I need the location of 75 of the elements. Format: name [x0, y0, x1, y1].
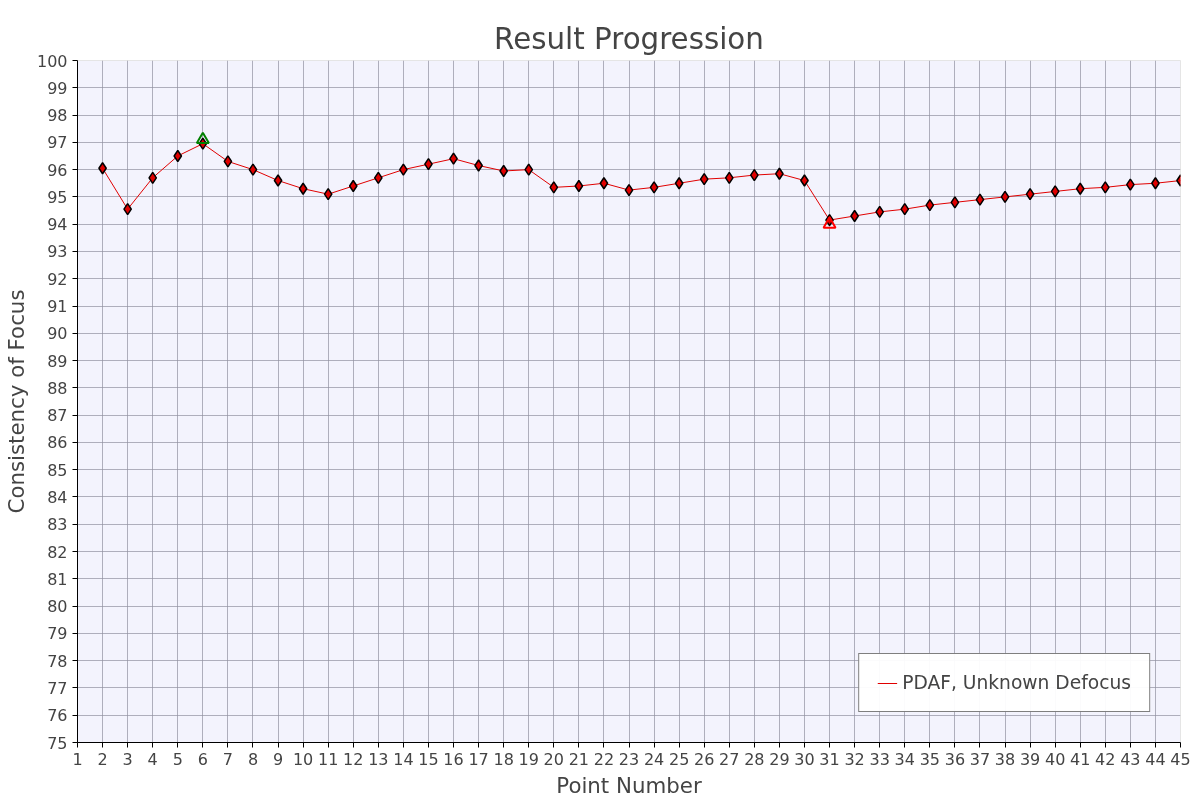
y-tick-label: 81 — [47, 569, 68, 589]
x-tick-label: 20 — [543, 749, 564, 769]
y-tick-label: 78 — [47, 651, 68, 671]
x-tick-label: 6 — [197, 749, 208, 769]
legend-label: PDAF, Unknown Defocus — [902, 672, 1131, 693]
x-tick-label: 29 — [769, 749, 790, 769]
x-tick-label: 30 — [794, 749, 815, 769]
x-tick-label: 18 — [493, 749, 514, 769]
x-tick-label: 10 — [292, 749, 314, 769]
x-tick-label: 17 — [468, 749, 489, 769]
x-tick-label: 24 — [643, 749, 665, 769]
x-tick-label: 31 — [819, 749, 840, 769]
y-tick-label: 85 — [47, 460, 68, 480]
x-tick-label: 26 — [694, 749, 715, 769]
x-tick-label: 16 — [443, 749, 464, 769]
x-tick-label: 12 — [343, 749, 364, 769]
chart-title: Result Progression — [494, 21, 764, 56]
x-tick-label: 19 — [518, 749, 539, 769]
x-tick-label: 5 — [172, 749, 183, 769]
x-tick-label: 15 — [418, 749, 439, 769]
y-tick-label: 98 — [47, 106, 68, 126]
x-tick-label: 40 — [1044, 749, 1066, 769]
y-tick-label: 92 — [47, 269, 68, 289]
x-tick-label: 9 — [272, 749, 284, 769]
y-tick-label: 95 — [47, 187, 68, 207]
y-tick-label: 87 — [47, 406, 68, 426]
y-tick-label: 94 — [47, 215, 68, 235]
y-tick-label: 99 — [47, 78, 68, 98]
y-tick-label: 89 — [47, 351, 68, 371]
x-tick-label: 7 — [222, 749, 234, 769]
x-tick-label: 35 — [919, 749, 940, 769]
y-tick-label: 90 — [47, 324, 68, 344]
x-tick-label: 28 — [744, 749, 765, 769]
y-axis-title: Consistency of Focus — [3, 289, 29, 514]
x-tick-label: 14 — [393, 749, 414, 769]
y-tick-label: 96 — [47, 160, 68, 180]
x-tick-label: 39 — [1019, 749, 1041, 769]
x-tick-label: 13 — [368, 749, 389, 769]
x-tick-label: 42 — [1095, 749, 1116, 769]
x-tick-label: 43 — [1120, 749, 1141, 769]
x-tick-label: 25 — [668, 749, 690, 769]
y-tick-label: 93 — [47, 242, 68, 262]
y-tick-label: 77 — [47, 678, 68, 698]
y-tick-label: 83 — [47, 515, 68, 535]
y-tick-label: 75 — [47, 733, 68, 753]
y-tick-label: 76 — [47, 706, 68, 726]
x-tick-label: 41 — [1070, 749, 1091, 769]
x-tick-label: 37 — [969, 749, 991, 769]
y-tick-label: 97 — [47, 133, 68, 153]
x-tick-label: 44 — [1145, 749, 1166, 769]
x-tick-label: 27 — [719, 749, 740, 769]
y-tick-label: 79 — [47, 624, 68, 644]
x-tick-label: 36 — [944, 749, 966, 769]
x-tick-label: 11 — [318, 749, 339, 769]
x-tick-label: 4 — [147, 749, 158, 769]
x-tick-label: 21 — [568, 749, 590, 769]
y-tick-label: 80 — [47, 597, 68, 617]
x-tick-label: 8 — [247, 749, 259, 769]
y-tick-label: 88 — [47, 378, 68, 398]
x-tick-label: 34 — [894, 749, 915, 769]
x-axis-title: Point Number — [556, 772, 702, 798]
x-tick-label: 3 — [122, 749, 133, 769]
x-tick-label: 32 — [844, 749, 865, 769]
y-tick-label: 100 — [36, 51, 68, 71]
y-tick-label: 91 — [47, 297, 68, 317]
x-tick-label: 2 — [97, 749, 108, 769]
x-tick-label: 1 — [72, 749, 83, 769]
y-tick-label: 86 — [47, 433, 68, 453]
x-tick-label: 22 — [593, 749, 615, 769]
x-tick-label: 33 — [869, 749, 890, 769]
x-tick-label: 23 — [618, 749, 640, 769]
y-tick-label: 82 — [47, 542, 68, 562]
y-tick-label: 84 — [47, 487, 68, 507]
x-tick-label: 45 — [1170, 749, 1191, 769]
x-tick-label: 38 — [994, 749, 1016, 769]
